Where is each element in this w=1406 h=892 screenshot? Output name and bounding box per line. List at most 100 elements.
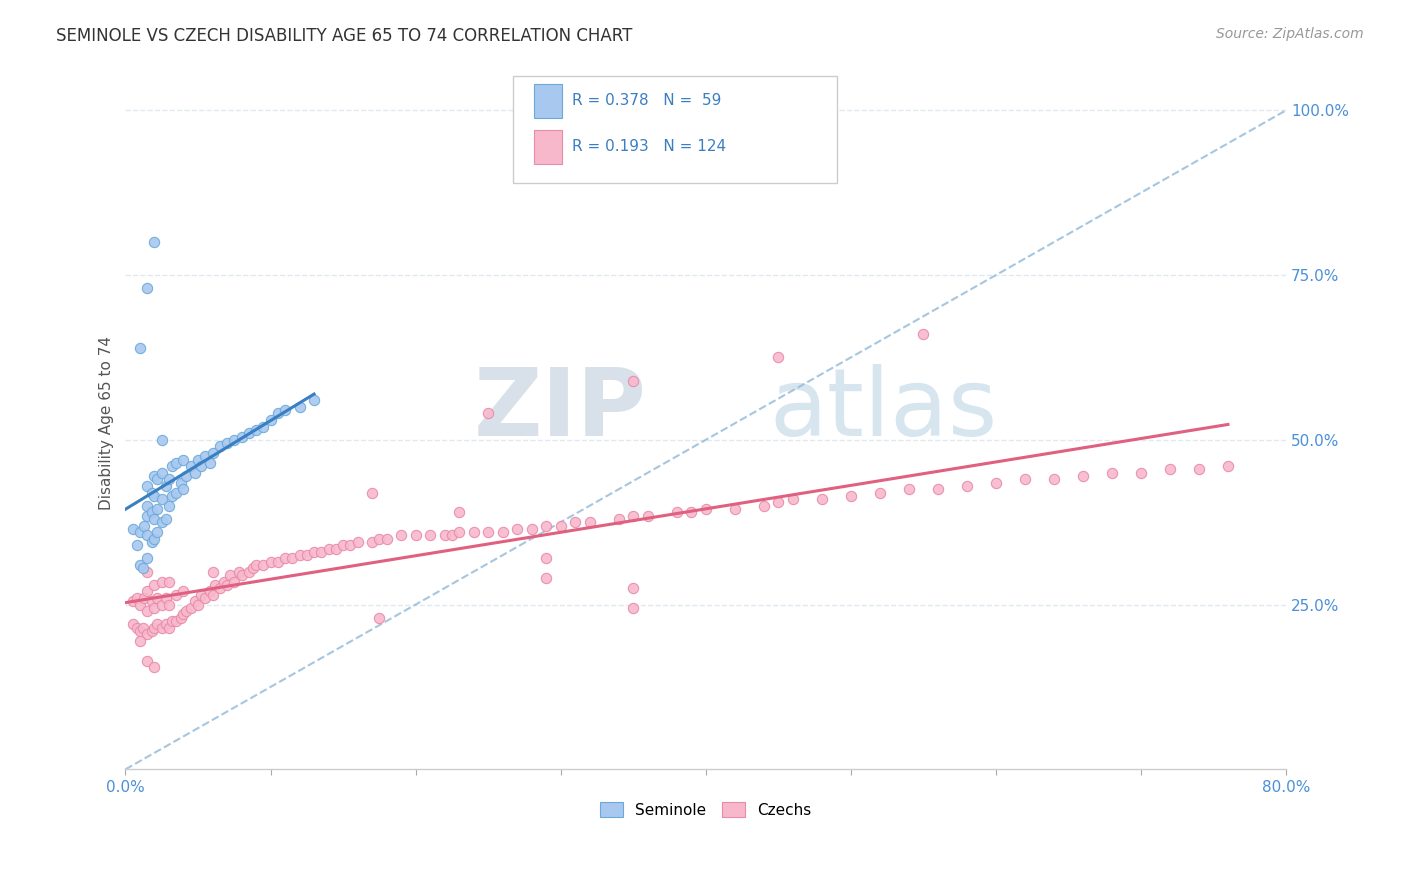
Point [208,581,231,595]
Point [389,528,412,542]
Point [146,591,169,605]
Point [150,574,173,589]
Point [463,525,485,540]
Point [869,485,891,500]
Point [136,528,159,542]
Point [927,483,949,497]
Point [228,565,250,579]
Point [1014,472,1036,486]
Point [143,621,166,635]
Point [150,466,173,480]
Point [274,551,297,566]
Point [173,483,195,497]
Point [136,508,159,523]
Point [212,574,235,589]
Point [534,518,557,533]
Point [180,600,202,615]
Point [534,551,557,566]
Point [184,466,207,480]
Point [198,456,221,470]
Point [143,532,166,546]
Point [194,591,217,605]
Point [621,600,644,615]
Point [187,452,209,467]
Point [311,545,333,559]
Point [361,485,384,500]
Point [839,489,862,503]
Point [1043,472,1066,486]
Text: ZIP: ZIP [474,364,647,456]
Point [190,459,212,474]
Point [245,423,267,437]
Point [215,436,238,450]
Point [146,617,169,632]
Point [155,617,177,632]
Point [150,515,173,529]
Point [259,555,281,569]
Point [121,594,143,608]
Point [136,604,159,618]
Point [361,535,384,549]
Point [136,627,159,641]
Point [224,574,246,589]
Point [1216,459,1239,474]
Point [146,525,169,540]
Point [238,565,260,579]
Point [215,578,238,592]
Point [129,624,152,638]
Point [136,654,159,668]
Point [157,598,180,612]
Point [419,528,441,542]
Point [141,505,163,519]
Point [224,433,246,447]
Point [198,584,221,599]
Point [141,535,163,549]
Point [375,532,398,546]
Point [550,518,572,533]
Point [134,591,156,605]
Point [752,499,775,513]
Text: SEMINOLE VS CZECH DISABILITY AGE 65 TO 74 CORRELATION CHART: SEMINOLE VS CZECH DISABILITY AGE 65 TO 7… [56,27,633,45]
Text: atlas: atlas [769,364,998,456]
Point [136,565,159,579]
Point [201,446,224,460]
Point [346,535,368,549]
Point [242,561,264,575]
Point [302,545,325,559]
Point [129,558,152,572]
Point [1129,466,1152,480]
Point [173,452,195,467]
Point [150,433,173,447]
Point [477,407,499,421]
Point [176,469,198,483]
Point [681,505,703,519]
Point [1188,462,1211,476]
Point [302,393,325,408]
Point [252,419,274,434]
Point [160,459,183,474]
Point [141,594,163,608]
Point [121,617,143,632]
Point [132,561,155,575]
Point [136,281,159,295]
Point [724,502,747,516]
Point [125,538,148,552]
Point [194,450,217,464]
Point [534,571,557,585]
Point [621,508,644,523]
Point [129,341,152,355]
Point [141,624,163,638]
Point [231,568,253,582]
Point [1101,466,1123,480]
Point [150,621,173,635]
Point [157,574,180,589]
Point [143,235,166,249]
Point [143,512,166,526]
Point [1159,462,1181,476]
Point [155,512,177,526]
Point [129,633,152,648]
Point [897,483,920,497]
Point [125,621,148,635]
Point [155,479,177,493]
Point [143,578,166,592]
